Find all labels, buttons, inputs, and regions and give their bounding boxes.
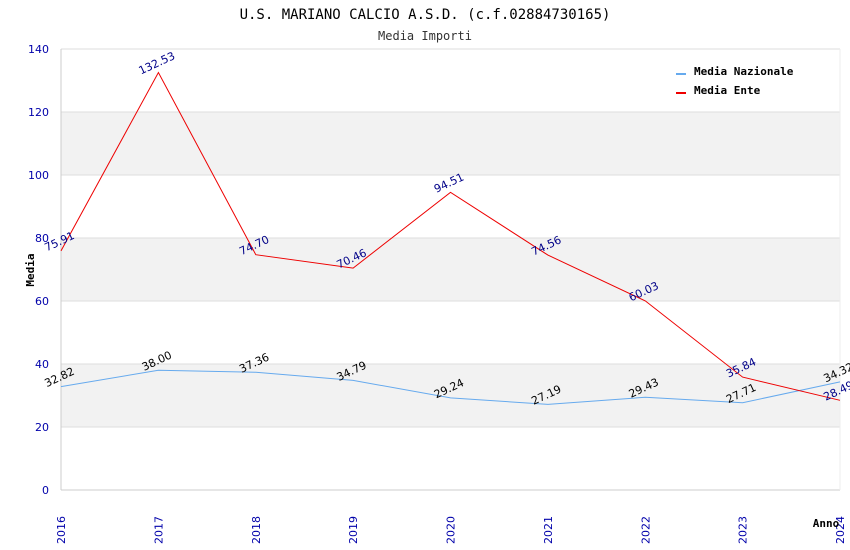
- grid-band: [61, 238, 840, 301]
- y-tick-labels: 0 20 40 60 80 100 120 140: [28, 43, 49, 497]
- x-tick-label: 2024: [834, 516, 847, 544]
- y-tick-label: 20: [35, 421, 49, 434]
- x-tick-label: 2018: [250, 516, 263, 544]
- y-axis-label: Media: [24, 253, 37, 286]
- x-tick-label: 2021: [542, 516, 555, 544]
- series-line: [60, 369, 841, 405]
- y-tick-label: 120: [28, 106, 49, 119]
- grid-band: [61, 364, 840, 427]
- x-tick-labels: 2016 2017 2018 2019 2020 2021 2022 2023 2024: [55, 516, 847, 544]
- series-lines: [60, 71, 841, 405]
- x-tick-label: 2023: [737, 516, 750, 544]
- data-label: 132.53: [137, 49, 177, 77]
- y-tick-label: 140: [28, 43, 49, 56]
- legend-label: Media Ente: [694, 84, 761, 97]
- legend: Media Nazionale Media Ente: [676, 65, 794, 97]
- grid-band: [61, 112, 840, 175]
- chart-title: U.S. MARIANO CALCIO A.S.D. (c.f.02884730…: [240, 7, 611, 23]
- axes: [60, 49, 841, 491]
- y-tick-label: 100: [28, 169, 49, 182]
- x-tick-label: 2022: [639, 516, 652, 544]
- legend-label: Media Nazionale: [694, 65, 794, 78]
- x-tick-label: 2019: [347, 516, 360, 544]
- y-tick-label: 40: [35, 358, 49, 371]
- chart-subtitle: Media Importi: [378, 29, 472, 43]
- y-tick-label: 60: [35, 295, 49, 308]
- grid-bands: [61, 112, 840, 427]
- y-tick-label: 80: [35, 232, 49, 245]
- grid-lines: [61, 48, 840, 491]
- x-tick-label: 2017: [152, 516, 165, 544]
- x-tick-label: 2020: [445, 516, 458, 544]
- series-line: [60, 71, 841, 401]
- y-tick-label: 0: [42, 484, 49, 497]
- x-axis-label: Anno: [813, 517, 840, 530]
- x-tick-label: 2016: [55, 516, 68, 544]
